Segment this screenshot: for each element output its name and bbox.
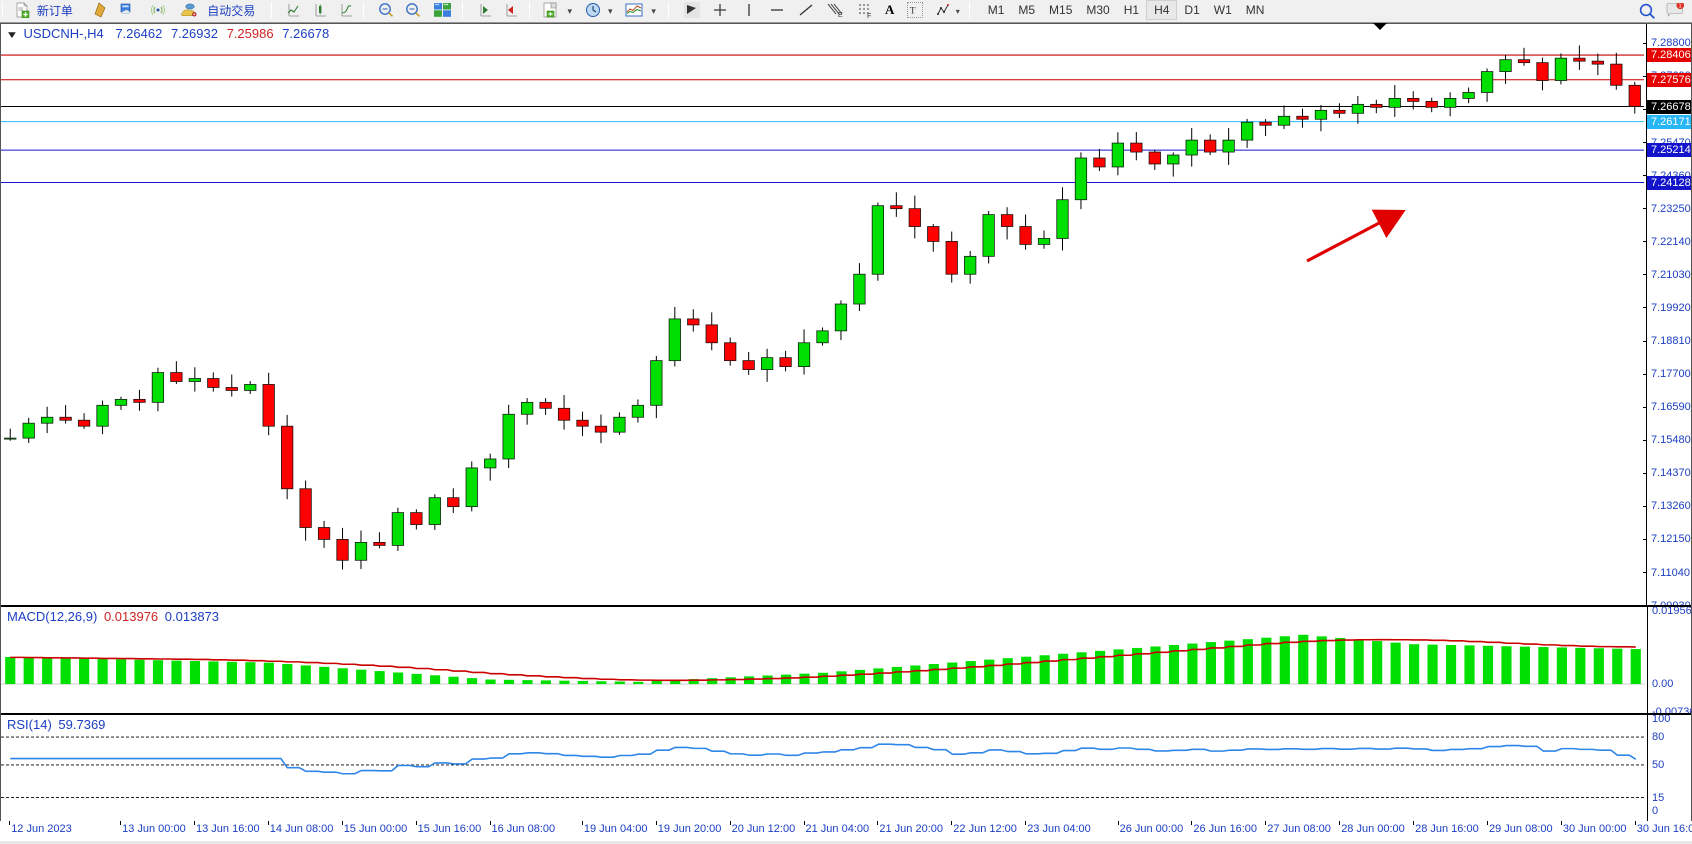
svg-text:F: F <box>867 13 871 18</box>
svg-text:1: 1 <box>1679 3 1682 9</box>
svg-text:E: E <box>838 12 843 18</box>
svg-text:T: T <box>910 6 916 17</box>
